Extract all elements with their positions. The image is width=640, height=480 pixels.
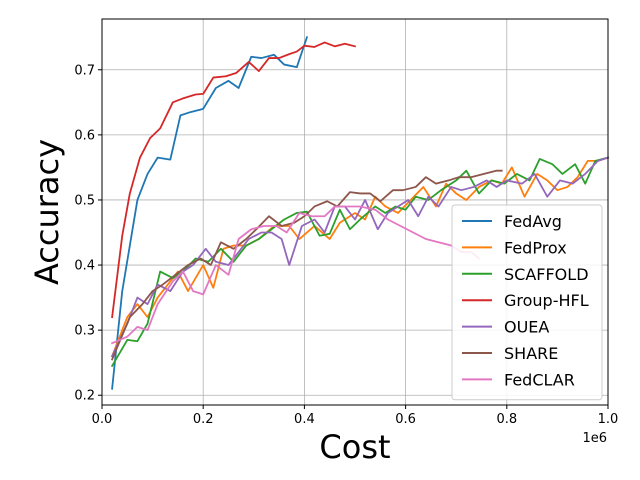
legend-label-group-hfl: Group-HFL [504,291,589,310]
legend-label-ouea: OUEA [504,318,549,337]
x-tick-label: 0.0 [92,412,113,427]
plot-frame [101,18,609,406]
x-tick-label: 0.6 [395,412,416,427]
y-tick-label: 0.4 [74,259,95,274]
series-line-fedavg [111,36,309,390]
y-axis-label: Accuracy [28,139,66,285]
ticks: 0.0 0.2 0.4 0.6 0.8 1.0 0.2 0.3 0.4 0.5 0.6 0.7 [74,63,618,427]
legend-label-share: SHARE [504,344,558,363]
series-line-share [110,169,503,361]
series-layer [110,36,610,390]
x-tick-label: 1.0 [598,412,619,427]
x-axis-label: Cost [319,428,390,466]
series-line-fedclar [110,205,481,345]
y-tick-label: 0.7 [74,63,95,78]
legend-label-scaffold: SCAFFOLD [504,265,589,284]
x-tick-label: 0.4 [294,412,315,427]
legend-label-fedclar: FedCLAR [504,370,575,389]
legend: FedAvg FedProx SCAFFOLD Group-HFL OUEA SHARE F… [451,204,603,401]
y-tick-label: 0.5 [74,193,95,208]
y-tick-label: 0.6 [74,128,95,143]
series-line-group-hfl [111,41,357,319]
series-line-scaffold [110,156,610,368]
x-tick-label: 0.8 [496,412,517,427]
legend-label-fedavg: FedAvg [504,212,562,231]
legend-box [451,204,603,401]
y-tick-label: 0.3 [74,324,95,339]
x-tick-label: 0.2 [193,412,214,427]
x-offset-label: 1e6 [582,431,607,446]
legend-label-fedprox: FedProx [504,238,567,257]
y-tick-label: 0.2 [74,389,95,404]
